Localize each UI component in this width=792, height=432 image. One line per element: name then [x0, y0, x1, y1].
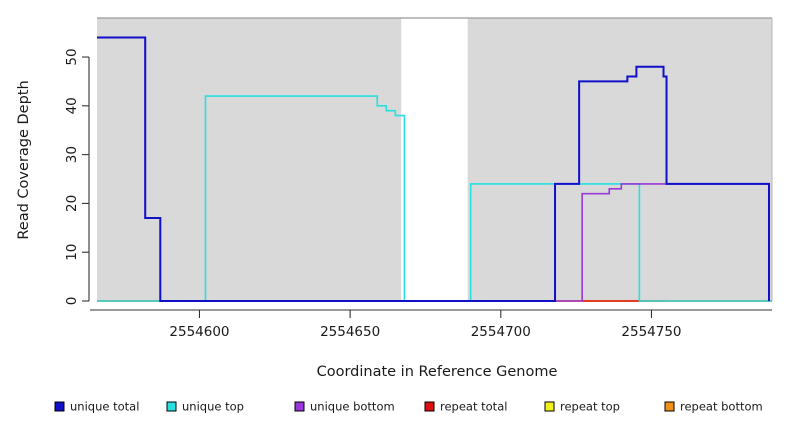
- legend-swatch-unique-bottom: [294, 401, 305, 412]
- covered-region-left: [97, 18, 402, 301]
- chart-legend: unique total unique top unique bottom repea…: [54, 400, 763, 414]
- x-axis-title: Coordinate in Reference Genome: [317, 364, 558, 380]
- plot-panel-background: [97, 17, 773, 301]
- legend-item-repeat-bottom[interactable]: repeat bottom: [664, 400, 763, 414]
- legend-item-repeat-top[interactable]: repeat top: [544, 400, 620, 414]
- legend-swatch-unique-total: [54, 401, 65, 412]
- series-line-unique-top: [97, 95, 772, 302]
- tick-labels-group: 0 10 20 30 40 50 2554600 2554650 2554700 2554750: [64, 48, 682, 340]
- legend-swatch-repeat-total: [424, 401, 435, 412]
- legend-label-repeat-total: repeat total: [440, 400, 507, 414]
- legend-item-repeat-total[interactable]: repeat total: [424, 400, 507, 414]
- gap-region: [401, 18, 468, 301]
- series-line-unique-total: [97, 36, 770, 302]
- axes-group: [82, 56, 772, 318]
- legend-label-repeat-bottom: repeat bottom: [680, 400, 763, 414]
- y-tick-label: 40: [64, 97, 80, 114]
- legend-swatch-unique-top: [166, 401, 177, 412]
- y-tick-label: 10: [64, 244, 80, 261]
- legend-item-unique-top[interactable]: unique top: [166, 400, 244, 414]
- series-lines-group: [97, 36, 772, 302]
- x-tick-label: 2554600: [169, 324, 229, 340]
- x-tick-label: 2554700: [471, 324, 531, 340]
- x-tick-label: 2554650: [320, 324, 380, 340]
- legend-swatch-repeat-bottom: [664, 401, 675, 412]
- y-axis-title: Read Coverage Depth: [16, 80, 32, 239]
- y-tick-label: 30: [64, 146, 80, 163]
- legend-label-unique-top: unique top: [182, 400, 244, 414]
- legend-item-unique-bottom[interactable]: unique bottom: [294, 400, 395, 414]
- legend-swatch-repeat-top: [544, 401, 555, 412]
- legend-label-repeat-top: repeat top: [560, 400, 620, 414]
- y-tick-label: 50: [64, 48, 80, 65]
- covered-region-right: [467, 18, 772, 301]
- y-tick-label: 20: [64, 195, 80, 212]
- legend-label-unique-total: unique total: [70, 400, 139, 414]
- legend-item-unique-total[interactable]: unique total: [54, 400, 139, 414]
- x-tick-label: 2554750: [621, 324, 681, 340]
- legend-label-unique-bottom: unique bottom: [310, 400, 395, 414]
- y-tick-label: 0: [64, 297, 80, 306]
